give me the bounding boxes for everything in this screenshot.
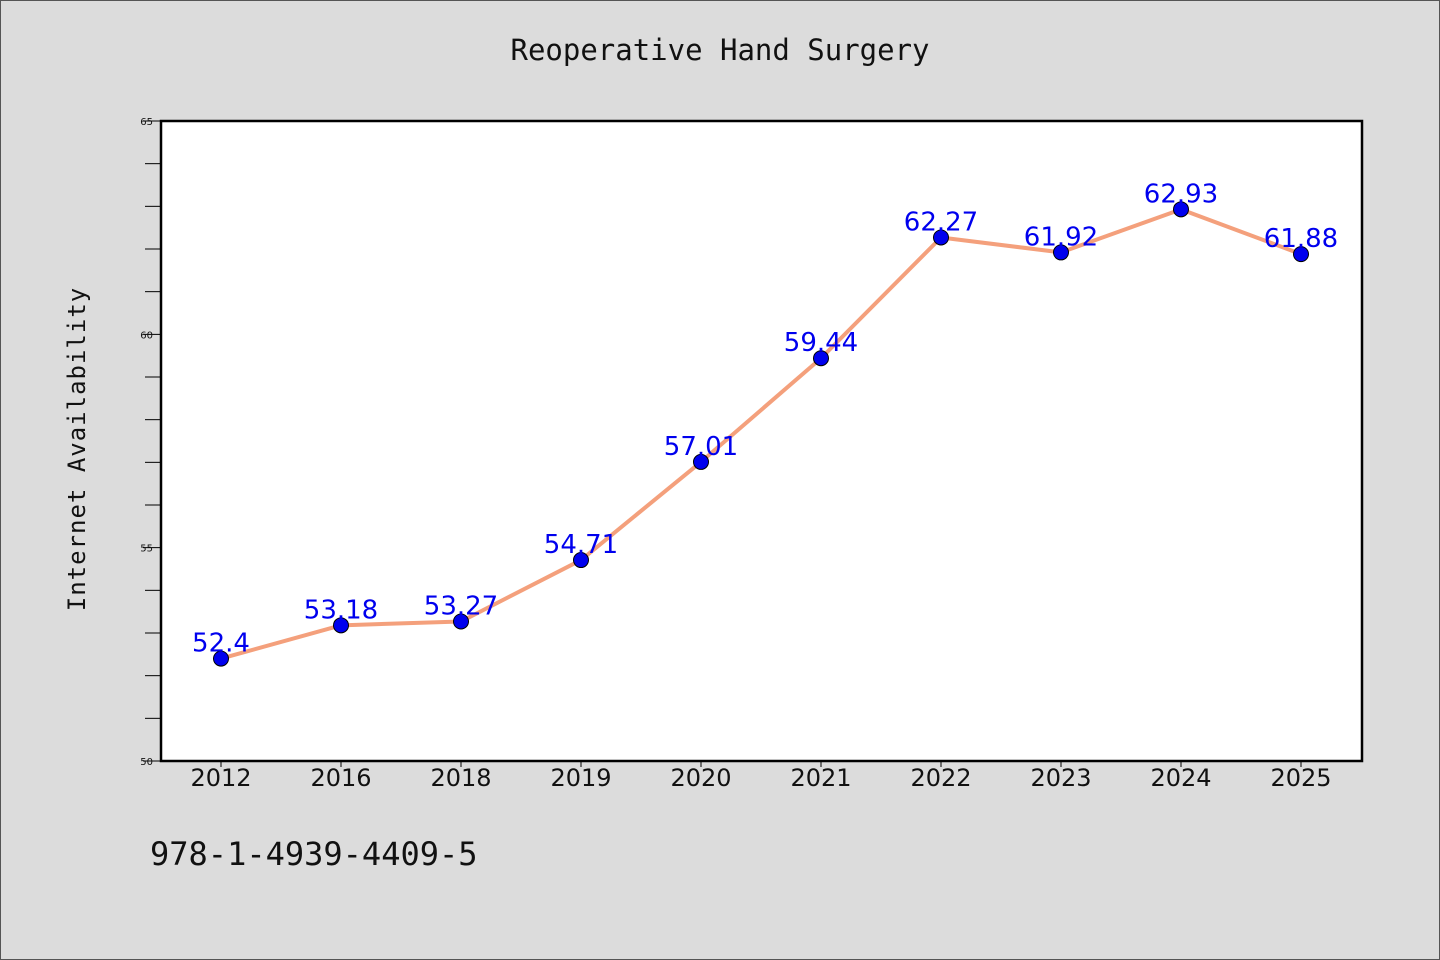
x-tick-label: 2020	[670, 764, 731, 792]
x-tick-label: 2022	[910, 764, 971, 792]
data-point	[1293, 246, 1309, 263]
data-point	[1173, 201, 1189, 218]
data-point	[693, 453, 709, 470]
data-point	[573, 552, 589, 569]
data-label: 53.18	[304, 595, 378, 625]
x-tick-label: 2019	[550, 764, 611, 792]
data-label: 62.93	[1144, 179, 1218, 209]
isbn-annotation: 978-1-4939-4409-5	[150, 835, 478, 873]
plot-area	[159, 119, 1364, 763]
data-point	[933, 229, 949, 246]
x-tick-label: 2024	[1150, 764, 1211, 792]
x-tick-label: 2021	[790, 764, 851, 792]
x-tick-label: 2016	[310, 764, 371, 792]
data-label: 52.4	[192, 629, 250, 659]
data-label: 54.71	[544, 530, 618, 560]
data-point	[1053, 244, 1069, 261]
y-tick-label: 65	[140, 117, 153, 128]
data-label: 59.44	[784, 328, 858, 358]
x-tick-label: 2023	[1030, 764, 1091, 792]
data-point	[333, 617, 349, 634]
data-label: 61.92	[1024, 222, 1098, 252]
data-point	[453, 613, 469, 630]
x-tick-label: 2018	[430, 764, 491, 792]
series-line	[220, 207, 1302, 661]
data-point	[213, 650, 229, 667]
data-point	[813, 350, 829, 367]
data-label: 53.27	[424, 591, 498, 621]
chart-title: Reoperative Hand Surgery	[510, 33, 930, 67]
y-tick-label: 50	[140, 757, 153, 768]
y-tick-label: 55	[140, 544, 153, 555]
x-tick-label: 2025	[1270, 764, 1331, 792]
data-label: 61.88	[1264, 224, 1338, 254]
data-label: 57.01	[664, 432, 738, 462]
x-tick-label: 2012	[190, 764, 251, 792]
y-tick-label: 60	[140, 330, 153, 341]
data-label: 62.27	[904, 207, 978, 237]
